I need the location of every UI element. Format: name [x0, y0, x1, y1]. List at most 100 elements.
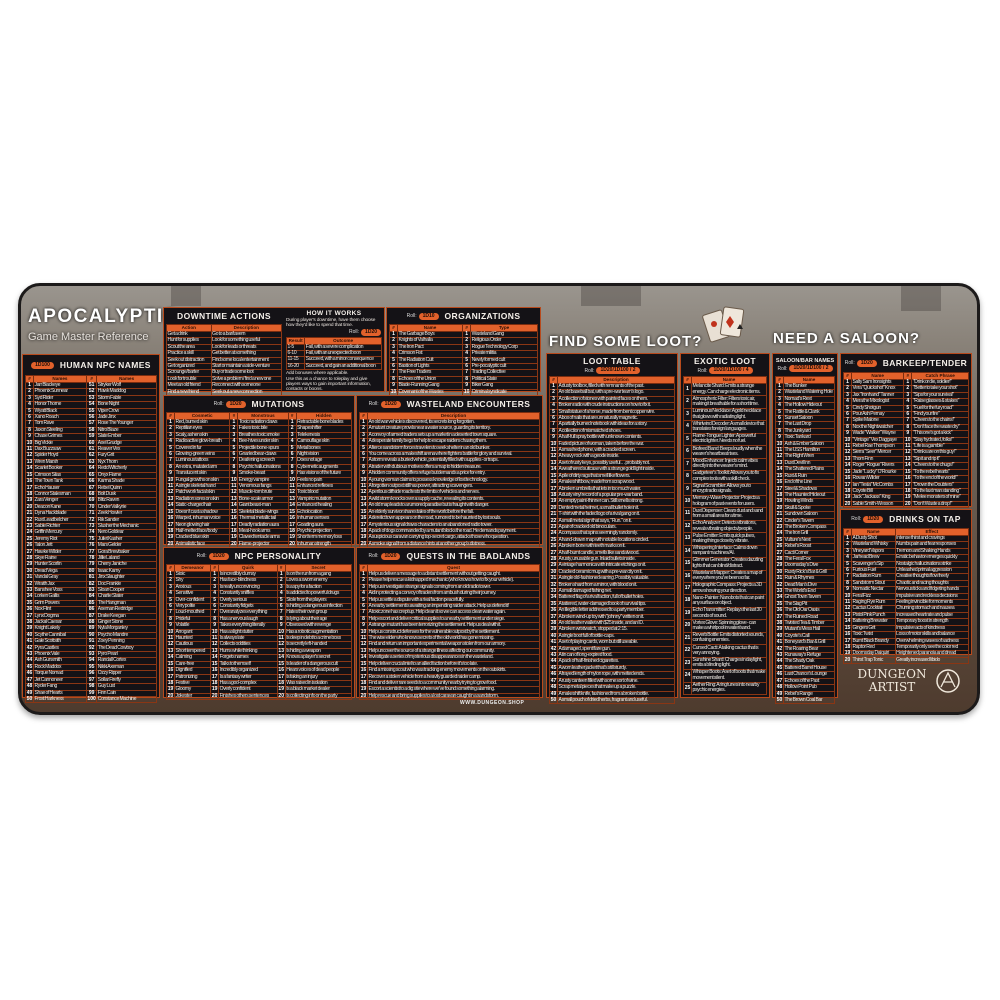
organizations-table: # Name # Type 1 The Garbage Boys 1 Wasteland Ga…: [389, 324, 538, 397]
roll-label: Roll:: [777, 365, 788, 372]
table-cell: Ozzy Ripper: [96, 670, 157, 678]
row-number: 20: [276, 692, 286, 701]
table-row: 14 Whispering Interface: Calms down rampa…: [683, 544, 767, 559]
table-row: 13 Help uncover the source of a strange i…: [359, 647, 540, 656]
table-row: 42 A damaged, spent flare gun.: [549, 645, 675, 654]
row-number: 92: [85, 644, 98, 653]
table-row: 13 Pistol Pink Punch Increased heart rate …: [843, 611, 970, 620]
table-cell: A derelict town appears on the road, rum…: [367, 515, 540, 523]
table-cell: Overwhelming waves of sadness: [894, 637, 970, 645]
table-cell: Find and deliver rare seeds to a communi…: [367, 679, 540, 688]
table-cell: Cherry Janiche: [96, 561, 157, 569]
table-cell: Haunted: [173, 635, 212, 643]
table-row: 8 Help escort and deliver critical suppli…: [359, 615, 540, 624]
table-cell: Aid in protecting a convoy of traders fr…: [367, 590, 540, 598]
table-row: 12 Find and return an important experimen…: [359, 641, 540, 649]
table-cell: The Iron Grill: [783, 530, 835, 538]
table-row: 47 Jet Cannoneer 97 Sollar Firefly: [25, 676, 157, 685]
drinks-panel: Roll: 1D20 DRINKS ON TAP # Name Effect 1 A Dus…: [840, 509, 972, 665]
row-number: 22: [683, 644, 692, 658]
table-row: 2 Atmospheric Filter: Filters toxic air, …: [683, 395, 767, 409]
website-url: WWW.DUNGEON.SHOP: [460, 700, 525, 706]
table-row: 8 Gadgeteer's Toolkit: Allows you to fix …: [683, 470, 767, 484]
table-cell: Isaac Karny: [96, 567, 157, 576]
table-row: 44 A pack of half-finished cigarettes.: [549, 658, 675, 666]
table-cell: Luminous Necklace: A gold necklace that …: [691, 407, 767, 422]
row-number: 4: [843, 554, 852, 562]
table-cell: Is addicted to powerful drugs: [284, 590, 353, 598]
row-number: 44: [25, 657, 34, 665]
table-cell: Echo Transmitter: Replays the last 30 se…: [691, 606, 767, 621]
panel-title: WASTELAND ENCOUNTERS: [406, 399, 531, 409]
table-cell: The Feral Fox: [783, 555, 835, 564]
table-row: 3 Luminous Necklace: A gold necklace that…: [683, 407, 767, 422]
table-row: 33 The World's End: [775, 587, 835, 596]
table-cell: A suspicious caravan carrying top-secret…: [367, 534, 540, 542]
table-cell: Help rescue and bring supplies to a lost…: [367, 692, 540, 701]
row-number: 96: [85, 670, 98, 678]
row-number: 5: [843, 560, 852, 569]
table-cell: Psycho Mandre: [96, 631, 157, 640]
row-number: 7: [843, 573, 852, 581]
table-cell: A strange mutant has been terrorizing th…: [367, 622, 540, 630]
table-cell: The Shattered Plains: [783, 466, 835, 474]
row-number: 95: [85, 663, 98, 672]
table-row: 9 Nomadic Nectar Nervous ticks and fidgeti…: [843, 586, 970, 594]
drinks-table: # Name Effect 1 A Dusty Shot Intense thirst a…: [843, 528, 970, 665]
table-cell: Sierra "Seer" Mercer: [850, 449, 905, 457]
table-cell: Sloan Cooper: [96, 586, 157, 595]
panel-title: NPC PERSONALITY: [234, 551, 322, 561]
downtime-table: Action Description Get a drink Go to a bar/…: [166, 324, 283, 397]
table-row: 19 Escort a scientist to a dig site where…: [359, 686, 540, 694]
panel-title: ORGANIZATIONS: [444, 311, 521, 321]
table-cell: Slusher the Mechanic: [96, 522, 157, 531]
table-row: 2 Wasteland Whisky Numbs pain and fear res…: [843, 541, 970, 549]
table-row: 32 Wraith Jax 82 Doc Frankle: [25, 580, 157, 589]
column-header-number: #: [683, 376, 692, 384]
table-cell: Nostalgic hallucinations strike: [894, 560, 970, 569]
table-row: 5 Over-confident 5 Overly serious 5 Stole fro…: [166, 596, 353, 605]
table-header-row: # Cosmetic # Monstrous # Hidden: [166, 412, 353, 420]
table-cell: Redd Witcherly: [96, 465, 157, 473]
panel-title: HUMAN NPC NAMES: [59, 360, 151, 370]
row-number: 11: [843, 599, 852, 607]
loot-heading: FIND SOME LOOT?: [549, 333, 703, 350]
table-row: 39 Knight Lakely 89 Nyla Morganley: [25, 625, 157, 633]
roll-badge: 1D10: [418, 312, 439, 320]
row-number: 50: [25, 695, 34, 704]
table-row: 7 Mood Enhancer: Injects calm vibes direc…: [683, 457, 767, 472]
table-cell: Rebel's Roost: [783, 543, 835, 551]
table-cell: Cursed Cacti: A talking cactus that is v…: [691, 644, 767, 658]
row-number: 87: [85, 612, 98, 621]
table-row: 4 Sensitive 4 Constantly sniffles 4 Is addict…: [166, 590, 353, 598]
table-row: 25 Jeremy Riot 75 Juliet Kasher: [25, 535, 157, 544]
table-row: 22 Cinder's Tavern: [775, 517, 835, 525]
table-cell: Trading Collective: [470, 369, 538, 377]
table-cell: Constance Machine: [96, 695, 157, 704]
table-row: 4 Radioactive glow-breath 4 Bee-hives under…: [166, 438, 353, 446]
table-cell: Jillie Laland: [96, 554, 157, 563]
saloon-names-table: # Name 1 The Bunker 2 Wasteland Watering Hole…: [775, 376, 835, 705]
row-number: 18: [210, 679, 220, 688]
table-cell: Radioactive glow-breath: [173, 438, 231, 446]
panel-title: QUESTS IN THE BADLANDS: [406, 551, 531, 561]
table-cell: Flame-Tongue Lighter: A powerful electri…: [691, 432, 767, 447]
table-row: 49 Shae of Hearts 99 Finn Cain: [25, 689, 157, 697]
table-cell: Help us settle a dispute with a rival fa…: [367, 596, 540, 605]
row-number: 20: [903, 500, 913, 509]
table-cell: The Shady Oak: [783, 658, 835, 666]
table-cell: Knights of Valhalla: [396, 337, 464, 345]
row-number: 10: [210, 628, 220, 637]
table-row: 30 Dread Vega 80 Isaac Karny: [25, 567, 157, 576]
table-cell: Coyote's Call: [783, 632, 835, 641]
row-number: 19: [683, 606, 692, 621]
table-row: 16 A derelict town appears on the road, r…: [359, 515, 540, 523]
table-cell: Echoes of the Past: [783, 677, 835, 686]
table-row: 18 Half-melted face/body 18 Meat-hook arms 1…: [166, 527, 353, 536]
table-row: 49 A makeshift knife, fashioned from a br…: [549, 690, 675, 698]
table-cell: A single old-fashioned earring. Possibly…: [557, 575, 675, 583]
table-row: 6 Very polite 6 Constantly fidgets 6 Is hidin…: [166, 602, 353, 611]
table-cell: Nikki Axeman: [96, 663, 157, 672]
row-number: 73: [85, 522, 98, 531]
row-number: 15: [210, 660, 220, 669]
